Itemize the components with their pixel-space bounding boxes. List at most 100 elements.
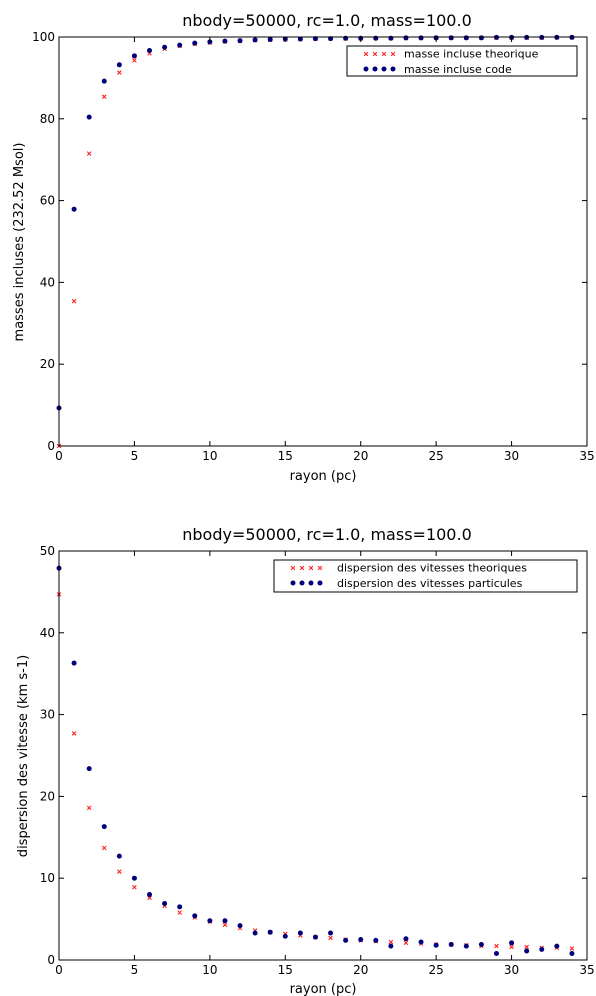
- y-tick-label: 30: [40, 708, 55, 722]
- measured-point: [569, 950, 575, 956]
- theory-point: [509, 944, 514, 950]
- legend-point: [317, 580, 323, 586]
- measured-point: [403, 936, 409, 942]
- measured-point: [297, 36, 303, 42]
- y-tick-label: 100: [32, 30, 55, 44]
- x-tick-label: 20: [353, 449, 368, 463]
- legend: masse incluse theorique masse incluse co…: [346, 45, 578, 77]
- legend-label-theorique: masse incluse theorique: [404, 48, 539, 61]
- measured-point: [448, 35, 454, 41]
- measured-point: [554, 943, 560, 949]
- y-tick-label: 20: [40, 789, 55, 803]
- measured-point: [448, 941, 454, 947]
- legend-point: [390, 51, 396, 57]
- theory-point: [86, 805, 92, 811]
- measured-point: [86, 766, 92, 772]
- x-tick-label: 35: [579, 963, 594, 977]
- measured-point: [267, 929, 273, 935]
- y-tick-label: 60: [40, 194, 55, 208]
- measured-point: [463, 943, 469, 949]
- x-tick-label: 15: [278, 963, 293, 977]
- legend-marker-theorique: [363, 51, 396, 57]
- measured-point: [267, 36, 273, 42]
- measured-point: [147, 47, 153, 53]
- measured-point: [388, 943, 394, 949]
- axis-ticks: 0 5 10 15 20 25 30 35 0 20 40 60 80 100: [32, 30, 595, 463]
- legend-point: [390, 66, 396, 72]
- y-tick-label: 40: [40, 275, 55, 289]
- measured-point: [177, 904, 183, 910]
- measured-point: [433, 942, 439, 948]
- plot-frame: [58, 36, 588, 447]
- x-tick-label: 0: [55, 963, 63, 977]
- legend-point: [299, 580, 305, 586]
- theory-point: [132, 884, 137, 890]
- measured-point: [478, 941, 484, 947]
- x-tick-label: 15: [278, 449, 293, 463]
- y-axis-label: masses incluses (232.52 Msol): [12, 143, 27, 342]
- y-tick-label: 40: [40, 626, 55, 640]
- measured-point: [388, 35, 394, 41]
- legend-point: [363, 66, 369, 72]
- legend-point: [308, 580, 314, 586]
- y-tick-label: 50: [40, 544, 55, 558]
- theory-point: [86, 151, 92, 156]
- measured-point: [524, 948, 530, 954]
- x-tick-label: 10: [202, 449, 217, 463]
- measured-point: [147, 892, 153, 898]
- theory-point: [71, 731, 77, 736]
- legend-box: [273, 559, 578, 593]
- measured-point: [101, 78, 107, 84]
- theory-point: [71, 298, 77, 304]
- measured-point: [493, 950, 499, 956]
- theory-point: [388, 939, 394, 945]
- measured-point: [297, 930, 303, 936]
- measured-point: [131, 53, 137, 59]
- measured-point: [162, 44, 168, 50]
- measured-point: [312, 934, 318, 940]
- measured-point: [403, 35, 409, 41]
- measured-point: [539, 946, 545, 952]
- measured-point: [192, 40, 198, 46]
- y-tick-label: 10: [40, 871, 55, 885]
- measured-point: [343, 937, 349, 943]
- legend-point: [308, 565, 314, 571]
- measured-point: [282, 933, 288, 939]
- measured-point: [101, 824, 107, 830]
- theory-point: [494, 943, 499, 949]
- measured-point: [478, 35, 484, 41]
- chart-title: nbody=50000, rc=1.0, mass=100.0: [182, 525, 472, 544]
- measured-point: [237, 38, 243, 44]
- measured-point: [252, 37, 258, 43]
- legend-point: [317, 565, 323, 571]
- plot-frame: [58, 550, 588, 961]
- measured-point: [162, 901, 168, 907]
- legend: dispersion des vitesses theoriques dispe…: [273, 559, 578, 593]
- measured-point: [116, 62, 122, 68]
- measured-point: [131, 875, 137, 881]
- x-tick-label: 25: [429, 963, 444, 977]
- x-tick-label: 5: [131, 963, 139, 977]
- measured-point: [343, 35, 349, 41]
- measured-point: [71, 206, 77, 212]
- measured-point: [177, 42, 183, 48]
- legend-point: [363, 51, 369, 57]
- data-points: [56, 34, 575, 449]
- theory-point: [222, 922, 228, 928]
- theory-point: [569, 946, 575, 951]
- x-tick-label: 0: [55, 449, 63, 463]
- legend-marker-particules: [290, 580, 323, 586]
- theory-point: [101, 94, 107, 100]
- y-tick-label: 20: [40, 357, 55, 371]
- measured-point: [237, 923, 243, 929]
- legend-point: [381, 66, 387, 72]
- x-axis-label: rayon (pc): [290, 982, 357, 996]
- legend-point: [299, 565, 305, 571]
- legend-marker-code: [363, 66, 396, 72]
- legend-label-code: masse incluse code: [404, 63, 512, 76]
- measured-point: [418, 35, 424, 41]
- x-tick-label: 35: [579, 449, 594, 463]
- x-tick-label: 10: [202, 963, 217, 977]
- x-tick-label: 30: [504, 963, 519, 977]
